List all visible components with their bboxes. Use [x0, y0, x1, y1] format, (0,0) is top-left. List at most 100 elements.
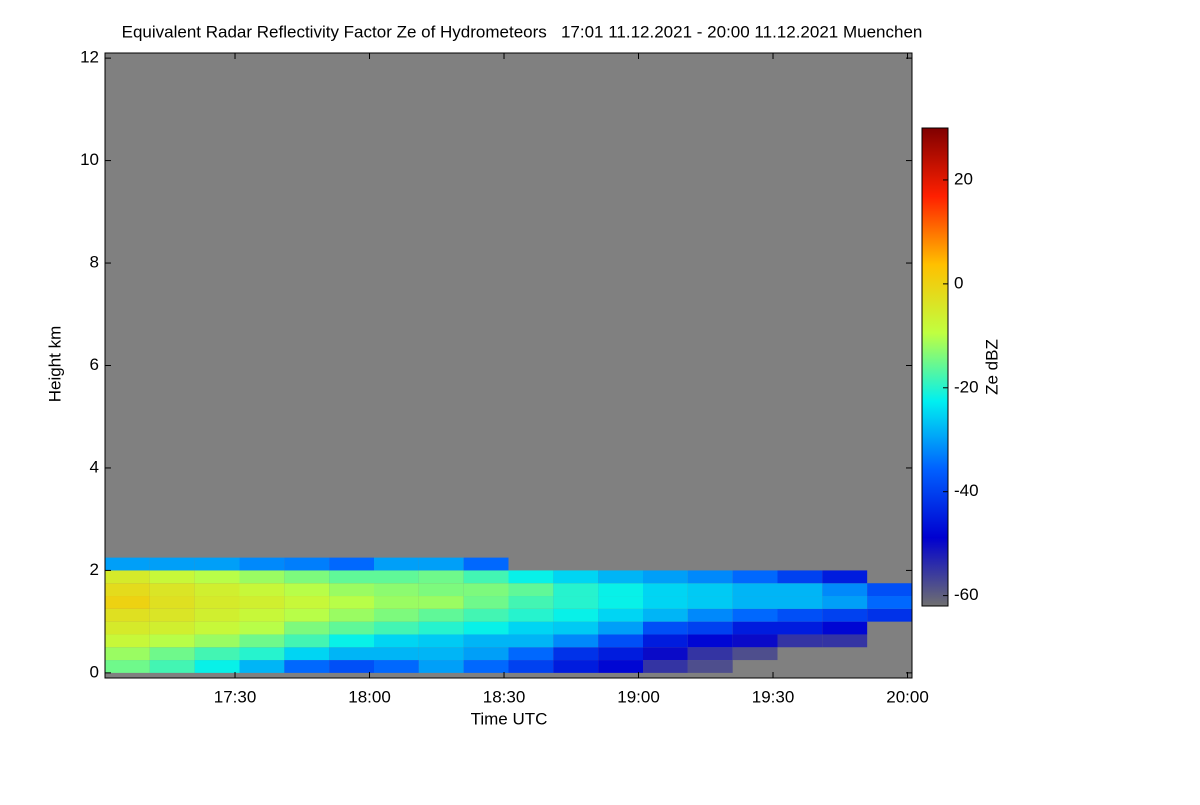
- cell: [149, 596, 195, 609]
- cell: [194, 583, 240, 597]
- cell: [284, 660, 330, 673]
- cell: [508, 621, 554, 635]
- cell: [418, 608, 464, 622]
- heatmap: [105, 557, 912, 673]
- cell: [418, 557, 464, 571]
- cell: [643, 660, 688, 673]
- cell: [508, 647, 554, 661]
- cell: [687, 570, 733, 584]
- cell: [553, 608, 599, 622]
- cell: [239, 647, 285, 661]
- cell: [867, 608, 912, 622]
- x-tick-label: 17:30: [214, 687, 257, 706]
- x-tick-label: 18:30: [483, 687, 526, 706]
- cell: [508, 634, 554, 648]
- colorbar: [921, 127, 949, 607]
- cell: [418, 634, 464, 648]
- cell: [329, 583, 374, 597]
- cell: [284, 583, 330, 597]
- cell: [732, 583, 778, 597]
- cell: [284, 634, 330, 648]
- cell: [687, 608, 733, 622]
- cell: [194, 570, 240, 584]
- colorbar-tick-label: -40: [954, 481, 979, 500]
- cell: [329, 660, 374, 673]
- cell: [194, 621, 240, 635]
- cell: [284, 570, 330, 584]
- cell: [643, 621, 688, 635]
- cell: [598, 647, 643, 661]
- cell: [732, 596, 778, 609]
- x-axis-label: Time UTC: [471, 709, 548, 728]
- cell: [553, 583, 599, 597]
- cell: [374, 660, 419, 673]
- cell: [463, 596, 509, 609]
- cell: [329, 570, 374, 584]
- y-tick-label: 8: [90, 253, 99, 272]
- cell: [553, 647, 599, 661]
- cell: [149, 634, 195, 648]
- cell: [643, 647, 688, 661]
- chart-title: Equivalent Radar Reflectivity Factor Ze …: [122, 22, 923, 41]
- cell: [149, 583, 195, 597]
- cell: [194, 608, 240, 622]
- cell: [732, 570, 778, 584]
- cell: [374, 647, 419, 661]
- cell: [777, 621, 823, 635]
- cell: [329, 557, 374, 571]
- cell: [553, 634, 599, 648]
- cell: [239, 621, 285, 635]
- cell: [105, 621, 150, 635]
- cell: [732, 621, 778, 635]
- cell: [463, 647, 509, 661]
- cell: [105, 647, 150, 661]
- cell: [105, 634, 150, 648]
- cell: [643, 634, 688, 648]
- cell: [374, 634, 419, 648]
- x-tick-label: 18:00: [348, 687, 391, 706]
- cell: [687, 647, 733, 661]
- cell: [149, 570, 195, 584]
- cell: [822, 608, 868, 622]
- cell: [777, 583, 823, 597]
- cell: [553, 621, 599, 635]
- x-tick-label: 20:00: [886, 687, 929, 706]
- cell: [284, 557, 330, 571]
- cell: [463, 570, 509, 584]
- cell: [418, 647, 464, 661]
- cell: [149, 608, 195, 622]
- cell: [284, 608, 330, 622]
- cell: [149, 647, 195, 661]
- cell: [284, 621, 330, 635]
- cell: [822, 634, 868, 648]
- cell: [508, 596, 554, 609]
- cell: [239, 570, 285, 584]
- y-tick-label: 12: [80, 48, 99, 67]
- cell: [463, 557, 509, 571]
- cell: [687, 634, 733, 648]
- y-axis-label: Height km: [45, 326, 64, 403]
- cell: [463, 660, 509, 673]
- cell: [105, 583, 150, 597]
- colorbar-tick-label: 20: [954, 169, 973, 188]
- cell: [598, 621, 643, 635]
- cell: [105, 608, 150, 622]
- cell: [643, 596, 688, 609]
- cell: [508, 608, 554, 622]
- cell: [329, 608, 374, 622]
- cell: [374, 583, 419, 597]
- cell: [687, 621, 733, 635]
- cell: [374, 596, 419, 609]
- cell: [598, 596, 643, 609]
- cell: [732, 647, 778, 661]
- cell: [418, 596, 464, 609]
- cell: [239, 660, 285, 673]
- cell: [239, 596, 285, 609]
- x-tick-label: 19:00: [617, 687, 660, 706]
- cell: [822, 583, 868, 597]
- cell: [149, 621, 195, 635]
- cell: [508, 660, 554, 673]
- x-tick-label: 19:30: [752, 687, 795, 706]
- cell: [239, 583, 285, 597]
- cell: [239, 557, 285, 571]
